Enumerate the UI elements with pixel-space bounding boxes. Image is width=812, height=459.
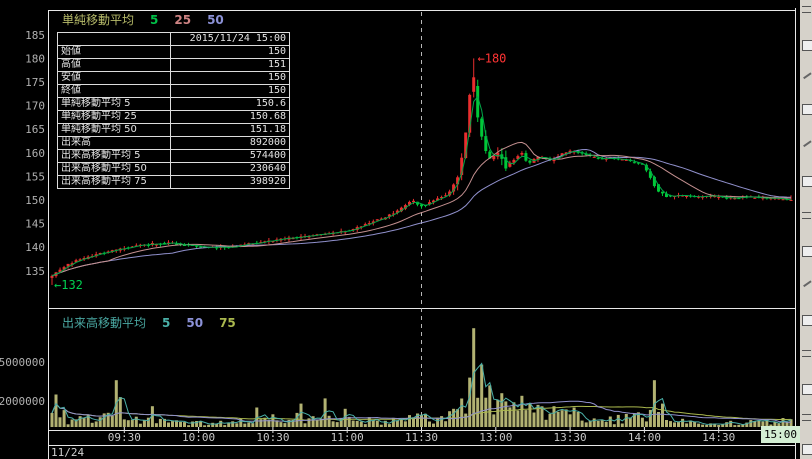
info-row-value: 151: [170, 58, 290, 72]
svg-text:←132: ←132: [54, 278, 83, 292]
svg-text:14:00: 14:00: [628, 431, 661, 444]
info-row-label: 出来高移動平均 50: [57, 162, 171, 176]
info-table-row: 出来高移動平均 50 230640: [57, 162, 290, 176]
svg-text:150: 150: [25, 194, 45, 207]
volume-y-axis-labels: 5000000 2000000: [0, 356, 45, 408]
svg-text:160: 160: [25, 147, 45, 160]
info-table-row: 出来高移動平均 75 398920: [57, 175, 290, 189]
info-row-value: 892000: [170, 136, 290, 150]
svg-text:14:30: 14:30: [702, 431, 735, 444]
svg-text:165: 165: [25, 123, 45, 136]
info-row-label: 終値: [57, 84, 171, 98]
info-row-label: 安値: [57, 71, 171, 85]
toolbar-partial-icon[interactable]: [802, 444, 812, 455]
info-row-value: 150: [170, 71, 290, 85]
info-header-datetime: 2015/11/24 15:00: [170, 32, 290, 46]
volume-bar-series: [50, 328, 793, 427]
right-toolbar-strip: [800, 0, 812, 459]
session-date-label: 11/24: [51, 446, 85, 459]
info-row-label: 単純移動平均 5: [57, 97, 171, 111]
info-table-row: 単純移動平均 5 150.6: [57, 97, 290, 111]
info-row-label: 単純移動平均 50: [57, 123, 171, 137]
volume-ma-legend-title: 出来高移動平均: [62, 316, 147, 330]
info-table-row: 出来高 892000: [57, 136, 290, 150]
svg-text:145: 145: [25, 218, 45, 231]
volume-ma-legend: 出来高移動平均 5 50 75: [62, 314, 236, 331]
volume-ma-period-50: 50: [186, 316, 204, 330]
price-ma-legend: 単純移動平均 5 25 50: [62, 11, 224, 28]
svg-text:185: 185: [25, 29, 45, 42]
svg-text:13:00: 13:00: [479, 431, 512, 444]
info-table-row: 終値 150: [57, 84, 290, 98]
svg-text:11:00: 11:00: [331, 431, 364, 444]
info-table-row: 安値 150: [57, 71, 290, 85]
info-row-label: 出来高移動平均 75: [57, 175, 171, 189]
svg-text:13:30: 13:30: [554, 431, 587, 444]
svg-text:135: 135: [25, 265, 45, 278]
svg-text:2000000: 2000000: [0, 395, 45, 408]
toolbar-partial-icon[interactable]: [802, 40, 812, 51]
price-ma-legend-title: 単純移動平均: [62, 13, 135, 27]
svg-text:5000000: 5000000: [0, 356, 45, 369]
price-ma-period-25: 25: [174, 13, 192, 27]
svg-text:170: 170: [25, 100, 45, 113]
toolbar-partial-icon[interactable]: [802, 6, 811, 13]
svg-text:←180: ←180: [478, 51, 507, 65]
info-row-label: 出来高移動平均 5: [57, 149, 171, 163]
toolbar-partial-icon[interactable]: [802, 104, 812, 115]
info-table-row: 高値 151: [57, 58, 290, 72]
svg-text:10:30: 10:30: [256, 431, 289, 444]
info-row-value: 230640: [170, 162, 290, 176]
svg-text:10:00: 10:00: [182, 431, 215, 444]
info-row-label: 始値: [57, 45, 171, 59]
svg-text:180: 180: [25, 52, 45, 65]
info-table-header: 2015/11/24 15:00: [57, 32, 290, 46]
info-table-row: 単純移動平均 50 151.18: [57, 123, 290, 137]
info-row-value: 150.68: [170, 110, 290, 124]
toolbar-partial-icon[interactable]: [802, 350, 811, 357]
time-axis-labels: 09:30 10:00 10:30 11:00 11:30 13:00 13:30 14:00…: [108, 427, 735, 444]
info-row-value: 151.18: [170, 123, 290, 137]
toolbar-partial-icon[interactable]: [801, 137, 812, 148]
info-row-value: 150: [170, 84, 290, 98]
info-row-label: 出来高: [57, 136, 171, 150]
quote-info-table: 2015/11/24 15:00 始値 150 高値 151 安値 150 終値 150 単純移動…: [57, 32, 290, 189]
info-row-label: 高値: [57, 58, 171, 72]
svg-text:140: 140: [25, 241, 45, 254]
toolbar-partial-icon[interactable]: [801, 277, 812, 288]
price-annotations: ←180 ←132: [54, 51, 506, 292]
price-ma-period-5: 5: [150, 13, 159, 27]
info-table-row: 出来高移動平均 5 574400: [57, 149, 290, 163]
info-row-value: 398920: [170, 175, 290, 189]
svg-text:155: 155: [25, 170, 45, 183]
info-row-value: 150: [170, 45, 290, 59]
svg-text:09:30: 09:30: [108, 431, 141, 444]
current-time-badge: 15:00: [761, 426, 800, 443]
info-row-label: 単純移動平均 25: [57, 110, 171, 124]
volume-ma-period-75: 75: [219, 316, 236, 330]
toolbar-partial-icon[interactable]: [802, 384, 812, 395]
toolbar-partial-icon[interactable]: [802, 176, 812, 187]
price-y-axis-labels: 185 180 175 170 165 160 155 150 145 140 135: [25, 29, 45, 278]
toolbar-partial-icon[interactable]: [802, 315, 812, 326]
info-table-row: 始値 150: [57, 45, 290, 59]
info-table-row: 単純移動平均 25 150.68: [57, 110, 290, 124]
toolbar-partial-icon[interactable]: [802, 212, 811, 219]
svg-text:11:30: 11:30: [405, 431, 438, 444]
price-ma-lines: [51, 95, 792, 277]
toolbar-partial-icon[interactable]: [802, 414, 811, 421]
toolbar-partial-icon[interactable]: [801, 69, 812, 80]
info-header-empty-cell: [57, 32, 171, 46]
info-row-value: 574400: [170, 149, 290, 163]
volume-ma-period-5: 5: [162, 316, 171, 330]
svg-text:175: 175: [25, 76, 45, 89]
price-ma-period-50: 50: [207, 13, 224, 27]
toolbar-partial-icon[interactable]: [802, 246, 812, 257]
volume-ma-lines: [51, 362, 792, 426]
info-row-value: 150.6: [170, 97, 290, 111]
